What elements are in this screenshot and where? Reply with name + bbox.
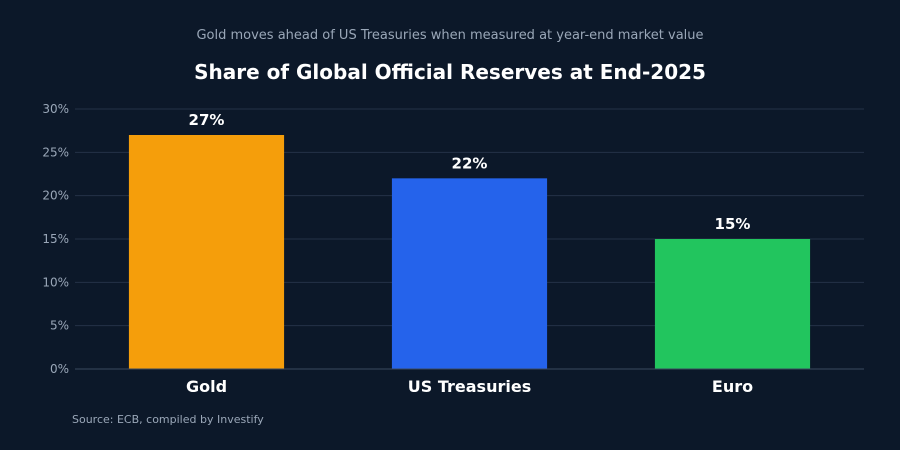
chart-title: Share of Global Official Reserves at End… — [194, 60, 706, 84]
x-category-label: Gold — [186, 377, 227, 396]
y-axis-ticks: 0% 5% 10% 15% 20% 25% 30% — [42, 102, 69, 376]
data-label: 22% — [452, 154, 488, 172]
x-axis-categories: Gold US Treasuries Euro — [186, 377, 753, 396]
y-tick-label: 25% — [42, 145, 69, 159]
y-tick-label: 10% — [42, 275, 69, 289]
data-labels: 27% 22% 15% — [189, 111, 751, 233]
x-category-label: US Treasuries — [408, 377, 531, 396]
source-note: Source: ECB, compiled by Investify — [72, 413, 264, 426]
y-tick-label: 15% — [42, 232, 69, 246]
y-tick-label: 30% — [42, 102, 69, 116]
bar-us-treasuries — [391, 178, 548, 369]
bar-gold — [128, 135, 285, 369]
y-tick-label: 5% — [50, 319, 69, 333]
chart-subtitle: Gold moves ahead of US Treasuries when m… — [196, 28, 703, 43]
data-label: 15% — [715, 215, 751, 233]
x-category-label: Euro — [712, 377, 753, 396]
bar-euro — [654, 239, 811, 369]
y-tick-label: 20% — [42, 189, 69, 203]
y-tick-label: 0% — [50, 362, 69, 376]
data-label: 27% — [189, 111, 225, 129]
bars — [128, 135, 811, 369]
